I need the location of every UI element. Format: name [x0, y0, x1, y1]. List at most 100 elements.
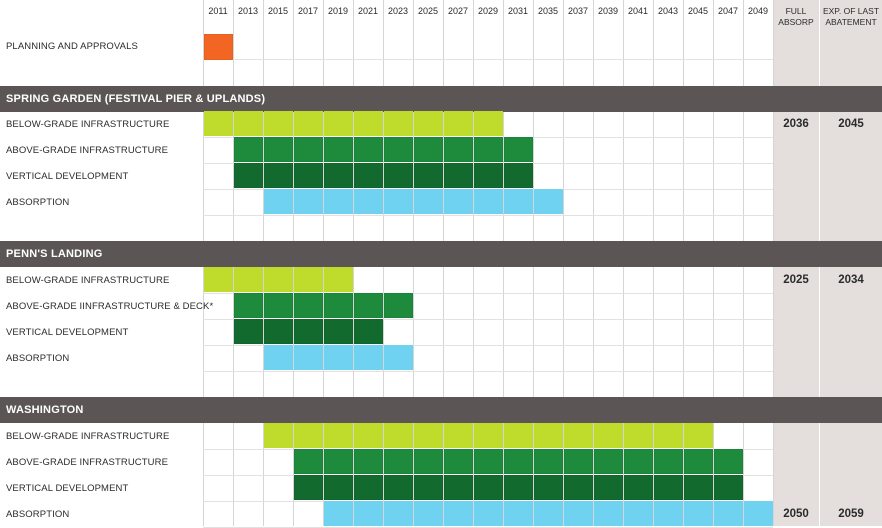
gantt-cell-vertical [474, 163, 503, 188]
exp-abatement-value: 2045 [838, 118, 864, 130]
year-label: 2021 [357, 6, 379, 16]
task-label: PLANNING AND APPROVALS [6, 41, 138, 52]
exp-abatement-header-line: EXP. OF LAST [822, 6, 880, 16]
year-label: 2011 [208, 6, 228, 16]
gantt-cell-above-grade [234, 137, 263, 162]
gantt-cell-absorption [504, 501, 533, 526]
gantt-cell-absorption [564, 501, 593, 526]
gantt-cell-absorption [444, 501, 473, 526]
grid-line-horizontal [203, 371, 773, 372]
task-label: BELOW-GRADE INFRASTRUCTURE [6, 431, 170, 442]
task-label: ABOVE-GRADE IINFRASTRUCTURE & DECK* [6, 301, 214, 312]
task-label: ABSORPTION [6, 509, 70, 520]
gantt-cell-absorption [354, 501, 383, 526]
gantt-cell-below-grade [324, 423, 353, 448]
gantt-cell-vertical [444, 163, 473, 188]
gantt-cell-below-grade [294, 423, 323, 448]
grid-line-horizontal [203, 293, 773, 294]
gantt-cell-vertical [714, 475, 743, 500]
section-header: WASHINGTON [0, 397, 882, 423]
gantt-cell-below-grade [474, 111, 503, 136]
gantt-cell-absorption [714, 501, 743, 526]
gantt-cell-above-grade [354, 293, 383, 318]
gantt-cell-vertical [414, 475, 443, 500]
gantt-cell-above-grade [564, 449, 593, 474]
gantt-cell-above-grade [504, 137, 533, 162]
gantt-cell-below-grade [594, 423, 623, 448]
gantt-cell-absorption [624, 501, 653, 526]
gantt-cell-below-grade [324, 111, 353, 136]
gantt-cell-above-grade [354, 137, 383, 162]
full-absorp-header: FULL ABSORP [774, 6, 818, 28]
gantt-cell-vertical [324, 475, 353, 500]
gantt-cell-vertical [444, 475, 473, 500]
task-label: ABOVE-GRADE INFRASTRUCTURE [6, 457, 169, 468]
task-label: ABSORPTION [6, 353, 70, 364]
grid-line-horizontal [203, 59, 773, 60]
gantt-cell-below-grade [684, 423, 713, 448]
gantt-cell-above-grade [384, 293, 413, 318]
gantt-cell-above-grade [684, 449, 713, 474]
gantt-cell-above-grade [294, 449, 323, 474]
exp-abatement-header: EXP. OF LAST ABATEMENT [821, 6, 881, 28]
gantt-cell-absorption [354, 345, 383, 370]
gantt-cell-planning [204, 34, 233, 60]
grid-line-horizontal [203, 319, 773, 320]
gantt-cell-vertical [294, 163, 323, 188]
gantt-cell-above-grade [234, 293, 263, 318]
gantt-cell-absorption [384, 501, 413, 526]
section-title: WASHINGTON [6, 404, 84, 416]
gantt-cell-below-grade [384, 111, 413, 136]
gantt-cell-absorption [594, 501, 623, 526]
gantt-cell-absorption [474, 501, 503, 526]
gantt-cell-below-grade [474, 423, 503, 448]
gantt-cell-above-grade [534, 449, 563, 474]
year-label: 2019 [327, 6, 349, 16]
gantt-cell-above-grade [294, 137, 323, 162]
section-header: PENN'S LANDING [0, 241, 882, 267]
gantt-cell-absorption [444, 189, 473, 214]
gantt-cell-below-grade [264, 423, 293, 448]
gantt-cell-below-grade [354, 111, 383, 136]
gantt-cell-above-grade [504, 449, 533, 474]
gantt-cell-below-grade [414, 111, 443, 136]
exp-abatement-value: 2059 [838, 508, 864, 520]
year-label: 2017 [297, 6, 319, 16]
gantt-cell-vertical [294, 319, 323, 344]
gantt-cell-absorption [324, 501, 353, 526]
gantt-cell-absorption [324, 345, 353, 370]
grid-line-horizontal [203, 345, 773, 346]
gantt-cell-vertical [564, 475, 593, 500]
gantt-cell-vertical [504, 475, 533, 500]
gantt-cell-vertical [594, 475, 623, 500]
year-label: 2041 [627, 6, 649, 16]
gantt-cell-below-grade [504, 423, 533, 448]
gantt-cell-below-grade [354, 423, 383, 448]
gantt-cell-absorption [384, 345, 413, 370]
gantt-cell-below-grade [234, 111, 263, 136]
gantt-cell-absorption [294, 345, 323, 370]
gantt-cell-above-grade [384, 449, 413, 474]
gantt-cell-above-grade [354, 449, 383, 474]
full-absorp-value: 2050 [783, 508, 809, 520]
full-absorp-value: 2025 [783, 274, 809, 286]
gantt-cell-below-grade [534, 423, 563, 448]
gantt-cell-vertical [534, 475, 563, 500]
gantt-cell-absorption [654, 501, 683, 526]
gantt-cell-above-grade [654, 449, 683, 474]
year-label: 2045 [687, 6, 709, 16]
gantt-cell-below-grade [414, 423, 443, 448]
gantt-cell-absorption [534, 501, 563, 526]
gantt-cell-below-grade [294, 111, 323, 136]
gantt-cell-above-grade [414, 449, 443, 474]
gantt-cell-absorption [474, 189, 503, 214]
gantt-cell-above-grade [294, 293, 323, 318]
year-label: 2023 [387, 6, 409, 16]
gantt-cell-vertical [624, 475, 653, 500]
gantt-cell-above-grade [324, 449, 353, 474]
gantt-cell-vertical [504, 163, 533, 188]
exp-abatement-header-line: ABATEMENT [825, 17, 877, 27]
gantt-cell-absorption [534, 189, 563, 214]
gantt-cell-above-grade [474, 449, 503, 474]
